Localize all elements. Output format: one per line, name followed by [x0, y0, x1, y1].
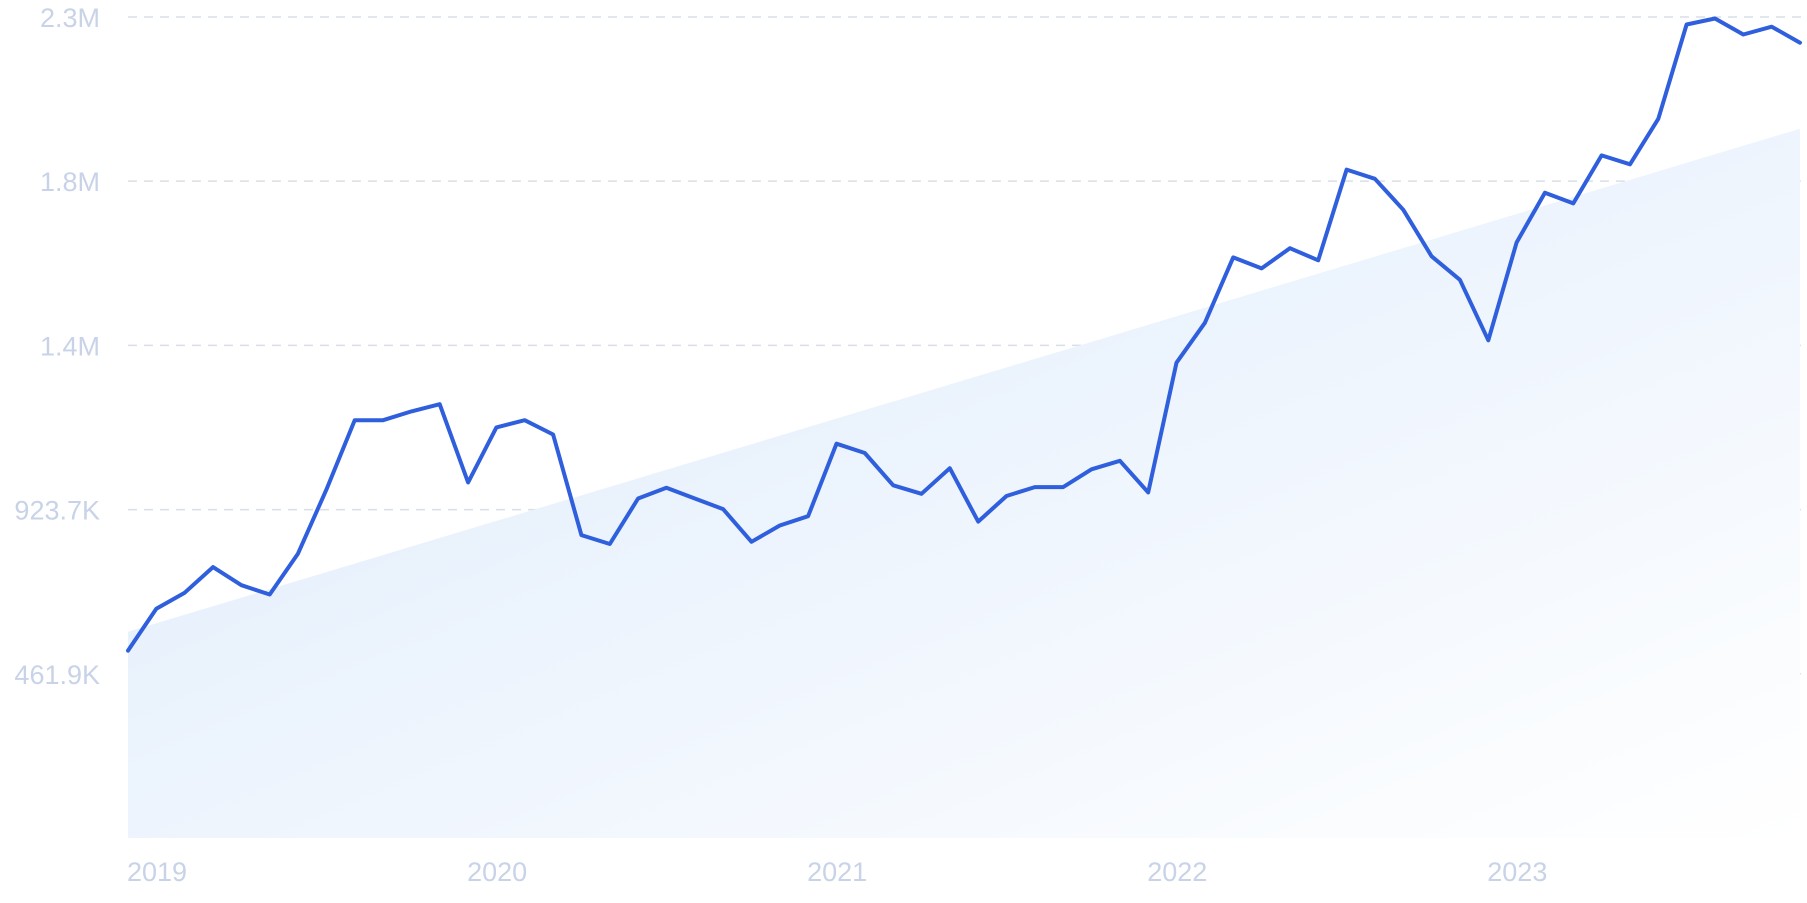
x-tick-label: 2020 [467, 857, 527, 887]
y-tick-label: 2.3M [40, 3, 100, 33]
x-tick-label: 2022 [1147, 857, 1207, 887]
series-layer [126, 16, 1802, 653]
x-tick-label: 2019 [127, 857, 187, 887]
trend-area [128, 128, 1800, 838]
x-tick-label: 2023 [1487, 857, 1547, 887]
x-tick-label: 2021 [807, 857, 867, 887]
x-axis: 2019 2020 2021 2022 2023 [127, 857, 1547, 887]
series-line [126, 16, 1802, 653]
y-tick-label: 1.8M [40, 167, 100, 197]
y-axis: 461.9K 923.7K 1.4M 1.8M 2.3M [14, 3, 100, 690]
y-tick-label: 461.9K [14, 660, 100, 690]
y-tick-label: 923.7K [14, 496, 100, 526]
y-tick-label: 1.4M [40, 331, 100, 361]
